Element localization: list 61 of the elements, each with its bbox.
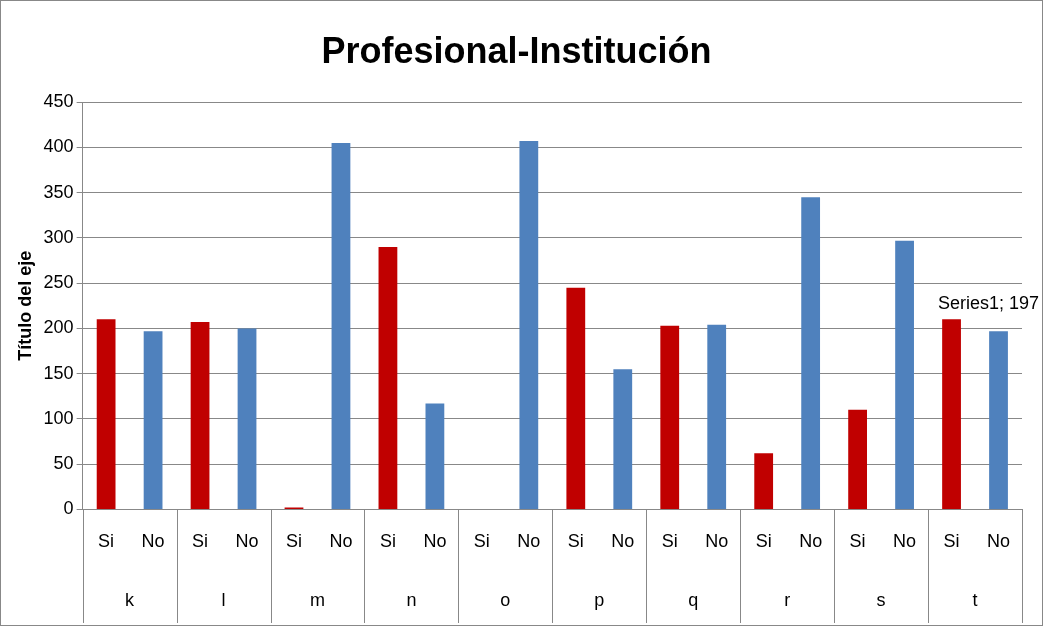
text: s bbox=[876, 590, 886, 611]
x-tick-label: No bbox=[611, 531, 635, 552]
bar bbox=[96, 319, 116, 509]
bar bbox=[378, 246, 398, 509]
bar bbox=[143, 331, 163, 509]
x-tick-label: Si bbox=[98, 531, 115, 552]
x-tick-label: No bbox=[987, 531, 1011, 552]
bar bbox=[707, 324, 727, 509]
bar bbox=[519, 141, 539, 509]
x-tick-label: Si bbox=[285, 531, 302, 552]
x-tick-label: Si bbox=[849, 531, 866, 552]
x-tick-label: Si bbox=[567, 531, 584, 552]
x-tick-label: Si bbox=[943, 531, 960, 552]
bar bbox=[190, 322, 210, 509]
y-tick-label: 350 bbox=[43, 181, 74, 202]
text: k bbox=[125, 590, 136, 611]
text: o bbox=[500, 590, 511, 611]
bar bbox=[754, 453, 774, 509]
text: n bbox=[406, 590, 417, 611]
x-tick-label: Si bbox=[379, 531, 396, 552]
y-tick-label: 450 bbox=[43, 91, 74, 112]
x-tick-label: Si bbox=[661, 531, 678, 552]
bar bbox=[237, 328, 257, 509]
text: t bbox=[972, 590, 978, 611]
data-label: Series1; 197 bbox=[937, 293, 1039, 314]
bar bbox=[989, 331, 1008, 509]
bar bbox=[613, 369, 633, 509]
x-tick-label: No bbox=[893, 531, 917, 552]
x-tick-label: No bbox=[235, 531, 259, 552]
text: r bbox=[784, 590, 791, 611]
y-tick-label: 400 bbox=[43, 136, 74, 157]
x-tick-label: No bbox=[141, 531, 165, 552]
x-tick-label: Si bbox=[473, 531, 490, 552]
y-axis-title: Título del eje bbox=[14, 250, 35, 361]
bar bbox=[660, 325, 680, 509]
y-tick-label: 0 bbox=[63, 498, 74, 519]
x-tick-label: No bbox=[705, 531, 729, 552]
x-tick-label: No bbox=[423, 531, 447, 552]
bar bbox=[942, 319, 961, 509]
x-tick-label: No bbox=[799, 531, 823, 552]
y-tick-label: 250 bbox=[43, 272, 74, 293]
bar bbox=[895, 240, 914, 509]
x-tick-label: No bbox=[329, 531, 353, 552]
bar bbox=[425, 403, 445, 509]
text: m bbox=[309, 590, 325, 611]
text: p bbox=[594, 590, 605, 611]
y-tick-label: 150 bbox=[43, 362, 74, 383]
bar bbox=[801, 197, 821, 509]
bar bbox=[848, 409, 867, 509]
x-tick-label: No bbox=[517, 531, 541, 552]
x-tick-label: Si bbox=[755, 531, 772, 552]
text: l bbox=[221, 590, 226, 611]
y-tick-label: 100 bbox=[43, 407, 74, 428]
y-tick-label: 300 bbox=[43, 226, 74, 247]
x-tick-label: Si bbox=[192, 531, 209, 552]
y-tick-label: 50 bbox=[53, 453, 74, 474]
bar bbox=[566, 287, 586, 509]
bar bbox=[331, 142, 351, 509]
chart-title: Profesional-Institución bbox=[321, 29, 712, 71]
y-tick-label: 200 bbox=[43, 317, 74, 338]
text: q bbox=[688, 590, 699, 611]
